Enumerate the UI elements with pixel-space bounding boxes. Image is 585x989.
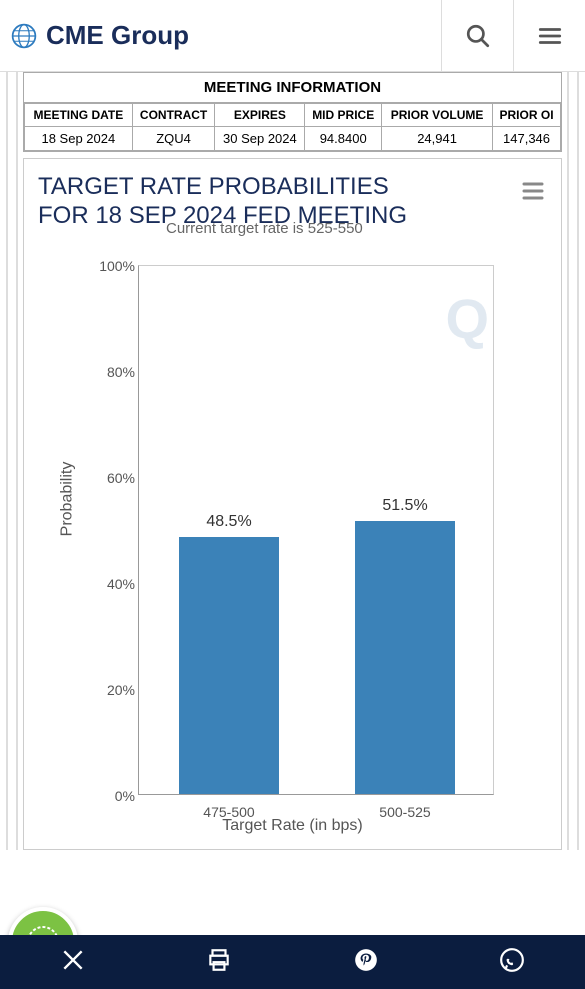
y-tick-label: 0% (87, 788, 135, 804)
table-header-row: MEETING DATE CONTRACT EXPIRES MID PRICE … (25, 104, 561, 127)
bar-value-label: 48.5% (206, 513, 251, 531)
cell-prior-oi: 147,346 (493, 127, 561, 151)
y-tick-label: 40% (87, 576, 135, 592)
share-x-button[interactable] (60, 947, 86, 978)
bar-value-label: 51.5% (382, 497, 427, 515)
whatsapp-icon (499, 947, 525, 973)
chart-hamburger-icon (519, 179, 547, 203)
chart-area: Probability Q 0%20%40%60%80%100%48.5%475… (38, 255, 547, 835)
col-meeting-date: MEETING DATE (25, 104, 133, 127)
share-bar (0, 935, 585, 989)
menu-button[interactable] (513, 0, 585, 72)
meeting-info-table: MEETING DATE CONTRACT EXPIRES MID PRICE … (24, 103, 561, 151)
x-icon (60, 947, 86, 973)
globe-icon (10, 22, 38, 50)
col-expires: EXPIRES (215, 104, 305, 127)
brand-logo[interactable]: CME Group (0, 20, 441, 51)
content-outer: MEETING INFORMATION MEETING DATE CONTRAC… (6, 72, 579, 850)
y-tick-label: 80% (87, 364, 135, 380)
share-pinterest-button[interactable] (353, 947, 379, 978)
cell-prior-volume: 24,941 (382, 127, 493, 151)
x-axis-title: Target Rate (in bps) (38, 817, 547, 835)
print-button[interactable] (206, 947, 232, 978)
cell-contract: ZQU4 (132, 127, 215, 151)
chart-subtitle: Current target rate is 525-550 (166, 220, 363, 237)
print-icon (206, 947, 232, 973)
page-header: CME Group (0, 0, 585, 72)
chart-bar[interactable]: 48.5% (179, 537, 279, 794)
cell-mid-price: 94.8400 (305, 127, 382, 151)
y-axis-title: Probability (58, 461, 76, 536)
cell-expires: 30 Sep 2024 (215, 127, 305, 151)
col-contract: CONTRACT (132, 104, 215, 127)
col-prior-volume: PRIOR VOLUME (382, 104, 493, 127)
chart-card: TARGET RATE PROBABILITIES FOR 18 SEP 202… (23, 158, 562, 850)
y-tick-label: 100% (87, 258, 135, 274)
brand-name: CME Group (46, 20, 189, 51)
y-tick-label: 20% (87, 682, 135, 698)
chart-menu-button[interactable] (519, 179, 547, 208)
chart-header: TARGET RATE PROBABILITIES FOR 18 SEP 202… (38, 173, 547, 231)
col-prior-oi: PRIOR OI (493, 104, 561, 127)
table-row: 18 Sep 2024 ZQU4 30 Sep 2024 94.8400 24,… (25, 127, 561, 151)
col-mid-price: MID PRICE (305, 104, 382, 127)
cell-date: 18 Sep 2024 (25, 127, 133, 151)
meeting-info-title: MEETING INFORMATION (24, 73, 561, 103)
pinterest-icon (353, 947, 379, 973)
hamburger-icon (537, 23, 563, 49)
content-inner: MEETING INFORMATION MEETING DATE CONTRAC… (16, 72, 569, 850)
chart-plot: Q 0%20%40%60%80%100%48.5%475-50051.5%500… (138, 265, 494, 795)
meeting-info-table-wrap: MEETING INFORMATION MEETING DATE CONTRAC… (23, 72, 562, 152)
watermark-icon: Q (445, 286, 489, 351)
chart-bar[interactable]: 51.5% (355, 521, 455, 794)
search-button[interactable] (441, 0, 513, 72)
search-icon (465, 23, 491, 49)
y-tick-label: 60% (87, 470, 135, 486)
share-whatsapp-button[interactable] (499, 947, 525, 978)
